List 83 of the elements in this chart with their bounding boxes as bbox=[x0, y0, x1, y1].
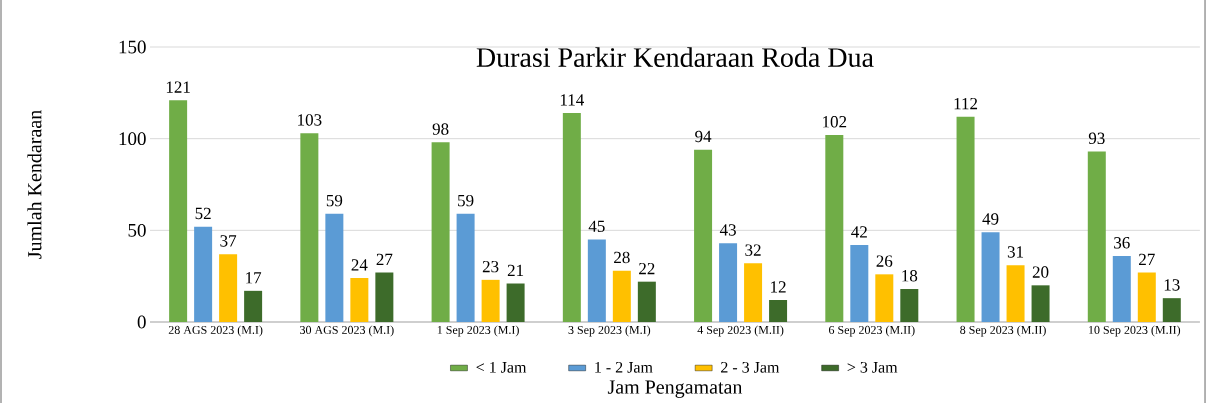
data-label: 24 bbox=[351, 259, 368, 271]
legend-label: 2 - 3 Jam bbox=[721, 361, 780, 373]
x-tick-label: 1 Sep 2023 (M.I) bbox=[437, 325, 519, 337]
bar bbox=[769, 300, 788, 322]
data-label: 59 bbox=[458, 194, 474, 207]
bar bbox=[350, 278, 369, 322]
y-tick-label: 0 bbox=[137, 315, 146, 329]
data-label: 18 bbox=[902, 270, 918, 282]
data-label: 121 bbox=[166, 81, 190, 93]
data-label: 43 bbox=[719, 224, 736, 236]
bar bbox=[375, 272, 394, 322]
bar bbox=[325, 213, 344, 322]
bar bbox=[562, 113, 581, 322]
data-label: 103 bbox=[298, 114, 322, 126]
data-label: 22 bbox=[639, 262, 655, 275]
x-tick-label: 10 Sep 2023 (M.II) bbox=[1089, 325, 1181, 337]
data-label: 21 bbox=[507, 264, 524, 276]
bar bbox=[244, 290, 263, 322]
bar bbox=[719, 243, 738, 322]
bar bbox=[1031, 285, 1050, 322]
bar bbox=[506, 283, 525, 322]
bar bbox=[900, 289, 919, 322]
legend-label: > 3 Jam bbox=[847, 361, 898, 373]
y-tick-label: 100 bbox=[119, 132, 146, 146]
x-axis-title: Jam Pengamatan bbox=[607, 380, 743, 398]
data-label: 17 bbox=[246, 272, 262, 284]
bar bbox=[1162, 298, 1181, 322]
bar bbox=[956, 116, 975, 322]
data-label: 59 bbox=[326, 194, 343, 207]
x-tick-label: 4 Sep 2023 (M.II) bbox=[697, 325, 784, 337]
bar bbox=[850, 245, 869, 322]
y-axis-title: Jumlah Kendaraan bbox=[27, 110, 42, 259]
data-label: 36 bbox=[1114, 237, 1130, 249]
data-label: 98 bbox=[432, 123, 449, 135]
data-label: 93 bbox=[1088, 132, 1105, 144]
data-label: 42 bbox=[851, 226, 867, 238]
data-label: 102 bbox=[823, 116, 847, 128]
x-tick-label: 28 AGS 2023 (M.I) bbox=[168, 325, 263, 337]
chart-title: Durasi Parkir Kendaraan Roda Dua bbox=[476, 47, 874, 67]
data-label: 49 bbox=[982, 213, 999, 225]
bar bbox=[431, 142, 450, 322]
bar bbox=[612, 270, 631, 322]
x-tick-label: 30 AGS 2023 (M.I) bbox=[300, 325, 394, 337]
bar bbox=[875, 274, 894, 322]
bar bbox=[825, 135, 844, 322]
data-label: 112 bbox=[954, 97, 978, 110]
bar bbox=[481, 279, 500, 322]
y-tick-label: 50 bbox=[128, 223, 146, 237]
data-label: 45 bbox=[588, 220, 605, 232]
bar bbox=[1087, 151, 1106, 322]
data-label: 13 bbox=[1164, 279, 1180, 291]
data-label: 27 bbox=[376, 253, 393, 265]
bar bbox=[169, 100, 188, 322]
bar bbox=[1112, 256, 1131, 322]
data-label: 27 bbox=[1139, 253, 1155, 265]
x-tick-label: 6 Sep 2023 (M.II) bbox=[829, 325, 915, 337]
data-label: 12 bbox=[771, 281, 786, 293]
legend-label: 1 - 2 Jam bbox=[595, 361, 653, 373]
bar bbox=[637, 281, 656, 322]
bar bbox=[744, 263, 763, 322]
bar bbox=[194, 226, 213, 322]
data-label: 32 bbox=[745, 244, 761, 256]
bar bbox=[456, 213, 475, 322]
bar bbox=[694, 149, 713, 322]
data-label: 23 bbox=[482, 260, 499, 273]
data-label: 28 bbox=[614, 251, 630, 264]
data-label: 94 bbox=[695, 130, 712, 143]
x-tick-label: 3 Sep 2023 (M.I) bbox=[568, 325, 651, 337]
bar bbox=[219, 254, 238, 322]
data-label: 31 bbox=[1007, 246, 1024, 258]
y-tick-label: 150 bbox=[119, 40, 146, 54]
bar bbox=[1137, 272, 1156, 322]
data-label: 37 bbox=[220, 235, 237, 247]
legend-label: < 1 Jam bbox=[476, 361, 527, 373]
x-tick-label: 8 Sep 2023 (M.II) bbox=[960, 325, 1046, 337]
bar bbox=[587, 239, 606, 322]
bar bbox=[1006, 265, 1025, 322]
data-label: 52 bbox=[195, 207, 211, 220]
data-label: 114 bbox=[560, 94, 585, 106]
bar bbox=[981, 232, 1000, 322]
data-label: 26 bbox=[876, 255, 893, 267]
data-label: 20 bbox=[1032, 266, 1049, 278]
bar bbox=[300, 133, 319, 322]
